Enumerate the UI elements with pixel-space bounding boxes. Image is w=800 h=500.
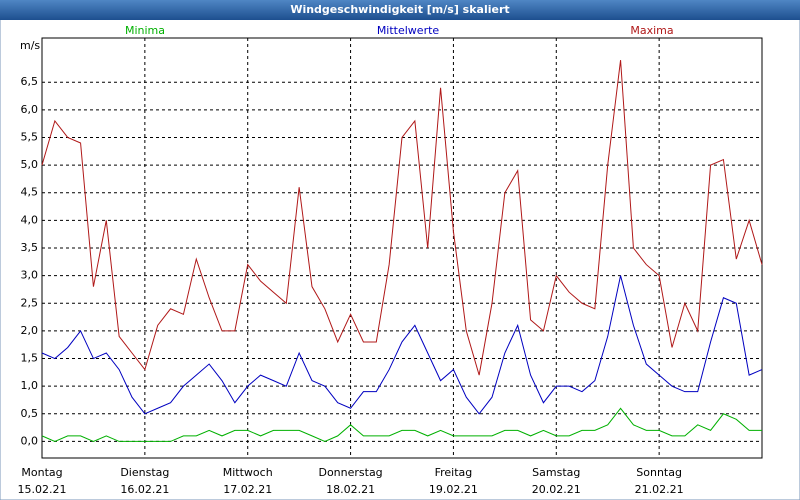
title-bar (0, 0, 800, 20)
chart-title: Windgeschwindigkeit [m/s] skaliert (290, 3, 509, 16)
y-tick-label: 6,5 (21, 75, 39, 88)
x-tick-label: Mittwoch (223, 466, 273, 479)
x-tick-date: 20.02.21 (532, 483, 581, 496)
x-tick-label: Montag (21, 466, 62, 479)
x-tick-date: 15.02.21 (18, 483, 67, 496)
x-tick-date: 18.02.21 (326, 483, 375, 496)
legend-entry: Mittelwerte (377, 24, 440, 37)
series-line (41, 275, 763, 415)
y-tick-label: 6,0 (21, 103, 39, 116)
y-tick-label: 2,5 (21, 296, 39, 309)
legend-entry: Maxima (630, 24, 673, 37)
y-tick-label: 4,5 (21, 186, 39, 199)
x-tick-date: 17.02.21 (223, 483, 272, 496)
y-tick-label: 5,5 (21, 130, 39, 143)
legend-entry: Minima (125, 24, 165, 37)
x-tick-date: 16.02.21 (120, 483, 169, 496)
series-line (41, 407, 762, 442)
y-tick-label: 4,0 (21, 213, 39, 226)
x-tick-date: 21.02.21 (635, 483, 684, 496)
y-tick-label: 1,0 (21, 379, 39, 392)
x-tick-label: Sonntag (636, 466, 682, 479)
y-tick-label: 0,0 (21, 434, 39, 447)
y-tick-label: 1,5 (21, 352, 39, 365)
y-tick-label: 3,5 (21, 241, 39, 254)
x-tick-date: 19.02.21 (429, 483, 478, 496)
x-tick-label: Donnerstag (318, 466, 382, 479)
y-tick-label: 2,0 (21, 324, 39, 337)
y-tick-label: 5,0 (21, 158, 39, 171)
x-tick-label: Freitag (435, 466, 473, 479)
x-tick-label: Samstag (532, 466, 580, 479)
y-axis-label: m/s (20, 39, 40, 52)
x-tick-label: Dienstag (120, 466, 169, 479)
y-tick-label: 0,5 (21, 407, 39, 420)
y-tick-label: 3,0 (21, 269, 39, 282)
series-line (41, 60, 763, 376)
